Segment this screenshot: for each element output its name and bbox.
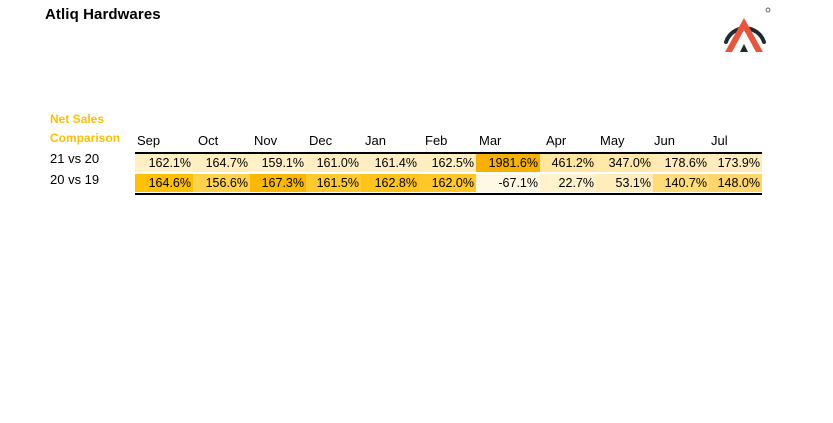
table-cell: -67.1%: [476, 174, 540, 192]
month-header-dec: Dec: [309, 133, 333, 148]
month-header-sep: Sep: [137, 133, 161, 148]
table-cell: 162.8%: [361, 174, 419, 192]
month-header-jul: Jul: [711, 133, 728, 148]
table-cell: 461.2%: [540, 154, 596, 172]
caption-net-sales: Net Sales: [50, 112, 105, 126]
month-header-jun: Jun: [654, 133, 675, 148]
table-cell: 164.7%: [193, 154, 250, 172]
month-header-mar: Mar: [479, 133, 502, 148]
table-cell: 161.0%: [306, 154, 361, 172]
month-header-oct: Oct: [198, 133, 219, 148]
table-cell: 161.4%: [361, 154, 419, 172]
table-cell: 162.0%: [419, 174, 476, 192]
table-cell: 164.6%: [135, 174, 193, 192]
table-cell: 178.6%: [653, 154, 709, 172]
table-cell: 162.1%: [135, 154, 193, 172]
table-cell: 53.1%: [596, 174, 653, 192]
month-header-apr: Apr: [546, 133, 567, 148]
table-cell: 140.7%: [653, 174, 709, 192]
atliq-logo-icon: [724, 7, 771, 52]
table-cell: 161.5%: [306, 174, 361, 192]
table-cell: 22.7%: [540, 174, 596, 192]
row-label: 20 vs 19: [50, 172, 100, 187]
caption-comparison: Comparison: [50, 131, 121, 145]
app-title: Atliq Hardwares: [45, 6, 161, 23]
table-cell: 347.0%: [596, 154, 653, 172]
table-cell: 156.6%: [193, 174, 250, 192]
month-header-jan: Jan: [365, 133, 386, 148]
table-cell: 167.3%: [250, 174, 306, 192]
table-cell: 148.0%: [709, 174, 762, 192]
table-cell: 1981.6%: [476, 154, 540, 172]
month-header-nov: Nov: [254, 133, 278, 148]
table-cell: 173.9%: [709, 154, 762, 172]
table-top-rule: [135, 152, 762, 154]
month-header-feb: Feb: [425, 133, 448, 148]
month-header-may: May: [600, 133, 625, 148]
table-cell: 159.1%: [250, 154, 306, 172]
row-label: 21 vs 20: [50, 151, 100, 166]
table-cell: 162.5%: [419, 154, 476, 172]
table-bottom-rule: [135, 193, 762, 195]
